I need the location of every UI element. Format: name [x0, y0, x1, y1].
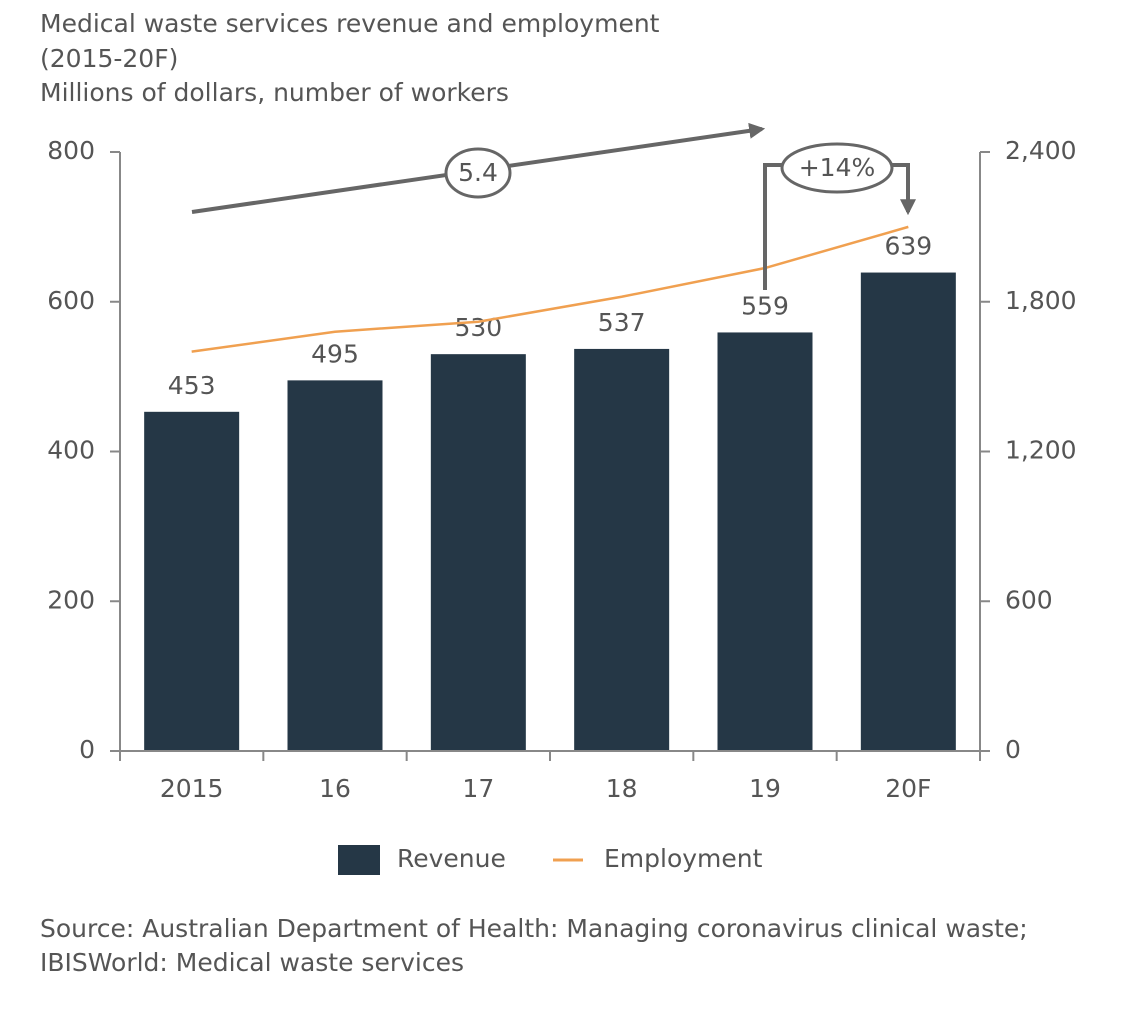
units: Millions of dollars, number of workers — [40, 78, 509, 107]
legend-swatch — [338, 845, 380, 875]
chart-subtitle: (2015-20F) — [40, 44, 178, 73]
legend-label: Employment — [604, 844, 763, 873]
value-label: 530 — [454, 313, 502, 342]
y-tick-label: 0 — [79, 735, 95, 764]
y-tick-label: 400 — [47, 436, 95, 465]
y2-tick-label: 1,200 — [1005, 436, 1077, 465]
bar — [144, 411, 240, 751]
bar — [430, 354, 526, 751]
x-tick-label: 2015 — [160, 774, 224, 803]
value-label: 639 — [884, 232, 932, 261]
y-tick-label: 800 — [47, 136, 95, 165]
annotation-change: +14% — [763, 142, 916, 290]
x-tick-label: 17 — [462, 774, 494, 803]
value-label: 537 — [598, 308, 646, 337]
x-tick-label: 19 — [749, 774, 781, 803]
y2-tick-label: 600 — [1005, 585, 1053, 614]
x-tick-label: 20F — [885, 774, 931, 803]
bar — [574, 348, 670, 751]
value-label: 559 — [741, 291, 789, 320]
y-tick-label: 200 — [47, 585, 95, 614]
value-label: 453 — [168, 371, 216, 400]
annotation-label: +14% — [799, 153, 876, 182]
legend-label: Revenue — [397, 844, 506, 873]
bar — [717, 332, 813, 751]
source: Source: Australian Department of Health:… — [40, 914, 1028, 943]
annotation-cagr: 5.4 — [191, 122, 766, 214]
annotation-label: 5.4 — [458, 158, 498, 187]
x-tick-label: 16 — [319, 774, 351, 803]
bar — [287, 380, 383, 751]
bar — [860, 272, 956, 751]
line — [191, 225, 909, 353]
value-label: 495 — [311, 339, 359, 368]
y2-tick-label: 0 — [1005, 735, 1021, 764]
y2-tick-label: 2,400 — [1005, 136, 1077, 165]
y-tick-label: 600 — [47, 286, 95, 315]
chart-title: Medical waste services revenue and emplo… — [40, 9, 660, 38]
source: IBISWorld: Medical waste services — [40, 948, 464, 977]
y2-tick-label: 1,800 — [1005, 286, 1077, 315]
x-tick-label: 18 — [606, 774, 638, 803]
